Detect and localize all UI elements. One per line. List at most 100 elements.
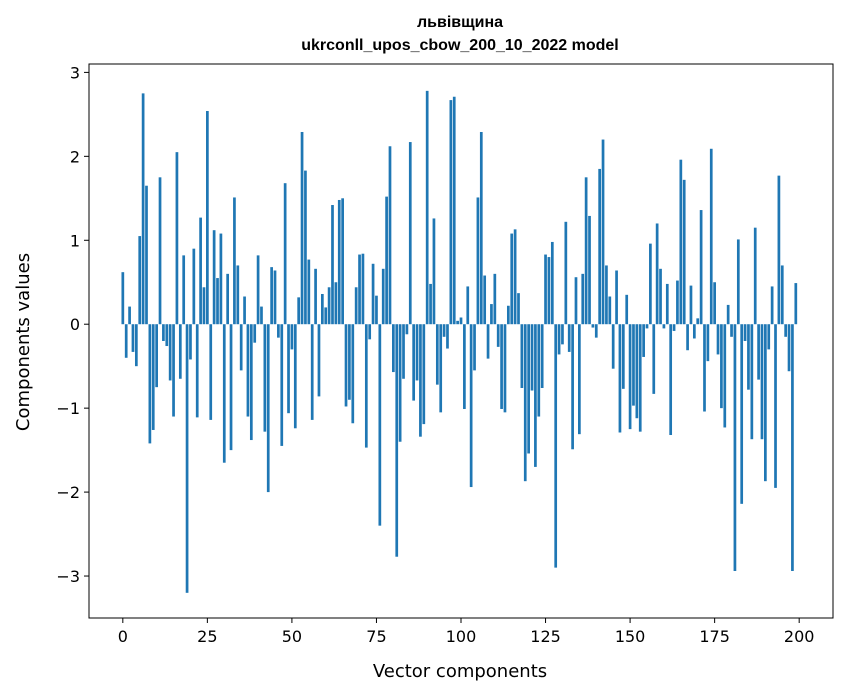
bar — [344, 324, 348, 407]
bar — [145, 185, 148, 325]
bar — [544, 254, 547, 325]
bar — [611, 324, 615, 369]
bar — [567, 324, 571, 352]
y-axis-label: Components values — [13, 253, 34, 431]
x-tick-label: 175 — [699, 627, 730, 646]
bar — [216, 278, 219, 325]
bar — [679, 159, 683, 325]
bar — [703, 324, 706, 412]
bar — [392, 324, 395, 373]
bar — [202, 287, 206, 325]
bar — [476, 197, 480, 325]
bar — [716, 324, 720, 355]
bar — [753, 227, 757, 325]
bar — [185, 324, 189, 593]
bar — [540, 324, 544, 388]
bar — [432, 218, 436, 325]
bar — [222, 324, 226, 463]
x-tick-label: 0 — [118, 627, 128, 646]
bar — [601, 139, 605, 325]
bar — [246, 324, 250, 417]
y-tick-label: −2 — [56, 483, 80, 502]
bar — [750, 324, 754, 440]
bar — [530, 324, 534, 391]
y-tick-label: 1 — [70, 231, 80, 250]
bar — [148, 324, 152, 444]
bar — [777, 175, 781, 325]
bar — [726, 304, 730, 325]
bar — [121, 272, 125, 325]
x-tick-label: 75 — [366, 627, 386, 646]
bar — [672, 324, 676, 331]
bar — [260, 306, 263, 325]
x-tick-label: 200 — [784, 627, 815, 646]
bar — [473, 324, 476, 371]
bar — [696, 318, 700, 325]
bar — [314, 268, 317, 325]
bar — [561, 324, 564, 345]
bar — [324, 307, 328, 325]
bar — [618, 324, 622, 433]
bar — [496, 324, 500, 347]
bar — [791, 324, 794, 571]
x-tick-label: 100 — [446, 627, 477, 646]
bar — [699, 210, 703, 325]
bar — [794, 283, 798, 325]
bar — [635, 324, 639, 419]
bar — [706, 324, 710, 362]
bar — [209, 324, 213, 420]
bar — [720, 324, 723, 409]
bar — [632, 324, 635, 406]
bar — [287, 324, 290, 414]
bar — [550, 241, 554, 325]
bar — [425, 90, 429, 325]
bar — [774, 324, 777, 488]
bar — [422, 324, 426, 425]
bar — [757, 324, 760, 380]
bar — [523, 324, 527, 482]
bar — [770, 286, 774, 325]
bar — [351, 324, 355, 424]
bar — [743, 324, 747, 341]
bar — [175, 152, 179, 325]
bar — [277, 324, 280, 338]
bar — [591, 324, 595, 328]
bar — [510, 233, 514, 325]
bar — [463, 324, 466, 409]
bar — [449, 100, 453, 325]
bar — [429, 283, 432, 325]
bar — [588, 215, 591, 325]
x-tick-label: 150 — [615, 627, 646, 646]
bar — [253, 324, 257, 343]
bar — [168, 324, 172, 381]
bar — [263, 324, 267, 432]
bar — [249, 324, 253, 441]
bar — [337, 199, 341, 325]
bar — [415, 324, 419, 381]
bar — [662, 324, 666, 329]
bar — [605, 265, 608, 325]
bar — [327, 287, 331, 325]
bar — [669, 324, 673, 436]
bar — [665, 283, 669, 325]
bar — [784, 324, 788, 337]
bar — [233, 197, 236, 325]
bar — [506, 305, 510, 325]
bar — [760, 324, 764, 440]
bar — [486, 324, 490, 359]
bar — [723, 324, 727, 428]
bar — [290, 324, 294, 350]
bar — [364, 324, 368, 448]
bar — [395, 324, 399, 557]
bar — [547, 257, 551, 325]
bar — [713, 282, 716, 325]
bar — [378, 324, 382, 526]
bar — [405, 324, 409, 335]
bar — [151, 324, 155, 430]
x-tick-label: 125 — [530, 627, 561, 646]
bar — [310, 324, 314, 420]
bar — [642, 324, 645, 357]
y-tick-label: 2 — [70, 147, 80, 166]
y-tick-label: −3 — [56, 567, 80, 586]
